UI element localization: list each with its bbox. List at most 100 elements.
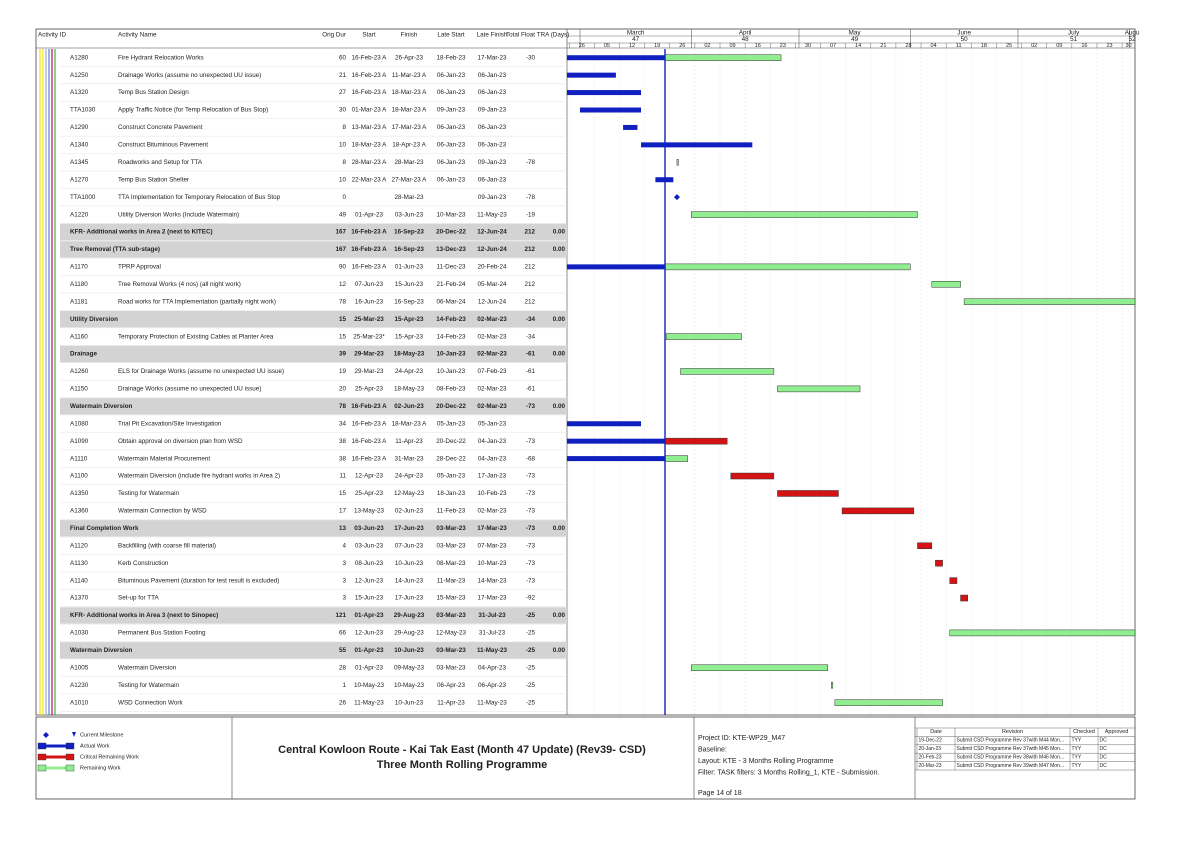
cell-late-start: 06-Jan-23	[437, 142, 466, 149]
cell-late-start: 11-Apr-23	[437, 699, 465, 706]
activity-id: A1120	[70, 542, 88, 549]
cell-dur: 90	[339, 264, 347, 271]
cell-start: 12-Apr-23	[355, 473, 383, 480]
remaining-bar	[664, 263, 911, 271]
critical-bar	[935, 559, 943, 567]
legend-symbol	[46, 766, 66, 770]
cell-late-start: 15-Mar-23	[436, 595, 466, 602]
cell-start: 11-May-23	[354, 699, 384, 706]
cell-late-finish: 02-Mar-23	[477, 316, 507, 323]
activity-id: A1250	[70, 72, 89, 79]
month-label: April	[739, 30, 752, 37]
day-label: 07	[830, 43, 836, 49]
activity-name: Construct Bituminous Pavement	[118, 142, 208, 149]
cell-finish: 02-Jun-23	[395, 508, 424, 515]
cell-dur: 34	[339, 420, 347, 427]
legend-symbol	[37, 742, 47, 750]
cell-float: 212	[524, 246, 535, 253]
cell-dur: 78	[339, 298, 347, 305]
activity-name: Permanent Bus Station Footing	[118, 630, 206, 637]
revision-cell: DC	[1100, 746, 1108, 752]
cell-dur: 167	[335, 229, 346, 236]
cell-late-finish: 09-Jan-23	[478, 159, 507, 166]
activity-id: A1140	[70, 577, 88, 584]
cell-finish: 28-Mar-23	[394, 194, 424, 201]
cell-dur: 8	[342, 124, 346, 131]
week-label: 50	[961, 36, 969, 43]
cell-start: 12-Jun-23	[355, 630, 384, 637]
cell-finish: 14-Jun-23	[395, 577, 424, 584]
cell-finish: 31-Mar-23	[394, 455, 424, 462]
cell-float: -73	[526, 473, 536, 480]
project-info: Layout: KTE - 3 Months Rolling Programme	[698, 758, 833, 765]
activity-name: Trial Pit Excavation/Site Investigation	[118, 420, 222, 427]
column-header: Start	[362, 32, 376, 39]
cell-finish: 27-Mar-23 A	[392, 176, 427, 183]
cell-late-start: 03-Mar-23	[436, 647, 466, 654]
cell-late-start: 18-Jan-23	[437, 490, 466, 497]
cell-late-start: 12-May-23	[436, 630, 467, 637]
critical-bar	[949, 577, 958, 584]
column-header: Activity ID	[38, 32, 66, 39]
cell-late-finish: 04-Jan-23	[478, 438, 507, 445]
actual-bar	[567, 55, 665, 61]
cell-tra: 0.00	[553, 612, 566, 619]
cell-dur: 1	[342, 682, 346, 689]
legend-label: Critical Remaining Work	[80, 754, 139, 760]
cell-finish: 26-Apr-23	[395, 54, 423, 61]
activity-name: Final Completion Work	[70, 525, 139, 532]
cell-start: 07-Jun-23	[355, 281, 384, 288]
revision-cell: DC	[1100, 738, 1108, 744]
cell-start: 16-Feb-23 A	[352, 72, 387, 79]
cell-start: 16-Jun-23	[355, 298, 384, 305]
cell-float: -61	[526, 386, 536, 393]
cell-finish: 02-Jun-23	[394, 403, 424, 410]
revision-cell: TYY	[1072, 763, 1082, 769]
activity-id: A1280	[70, 54, 89, 61]
cell-tra: 0.00	[553, 525, 566, 532]
cell-tra: 0.00	[553, 351, 566, 358]
activity-id: A1270	[70, 176, 89, 183]
cell-float: -73	[526, 542, 536, 549]
remaining-bar	[831, 681, 834, 689]
day-label: 25	[1006, 43, 1012, 49]
activity-id: A1100	[70, 473, 88, 480]
legend-label: Remaining Work	[80, 765, 121, 771]
cell-late-finish: 09-Jan-23	[478, 107, 507, 114]
cell-dur: 12	[339, 281, 347, 288]
day-label: 16	[755, 43, 761, 49]
remaining-bar	[931, 281, 961, 288]
cell-late-start: 20-Dec-22	[436, 229, 466, 236]
month-label: July	[1068, 30, 1080, 37]
actual-bar	[567, 90, 642, 96]
legend-label: Current Milestone	[80, 732, 123, 738]
revision-cell: DC	[1100, 763, 1108, 769]
activity-id: TTA1000	[70, 194, 96, 201]
activity-id: A1090	[70, 438, 89, 445]
cell-start: 18-Mar-23 A	[352, 142, 387, 149]
activity-name: Utility Diversion Works (Include Waterma…	[118, 211, 239, 218]
activity-name: Roadworks and Setup for TTA	[118, 159, 203, 166]
cell-finish: 28-Mar-23	[394, 159, 424, 166]
cell-late-start: 11-Dec-23	[437, 264, 466, 271]
project-info: Project ID: KTE-WP29_M47	[698, 735, 785, 742]
group-band	[60, 223, 567, 241]
cell-dur: 3	[342, 560, 346, 567]
project-info: Baseline:	[698, 746, 727, 753]
cell-tra: 0.00	[553, 647, 566, 654]
cell-start: 16-Feb-23 A	[351, 229, 387, 236]
revision-cell: 20-Mar-23	[919, 763, 942, 769]
cell-late-start: 06-Jan-23	[437, 176, 466, 183]
activity-name: WSD Connection Work	[118, 699, 183, 706]
cell-late-finish: 06-Jan-23	[478, 124, 507, 131]
activity-name: Watermain Diversion	[118, 664, 177, 671]
cell-dur: 15	[339, 333, 347, 340]
activity-name: Testing for Watermain	[118, 682, 180, 689]
cell-finish: 18-May-23	[394, 386, 425, 393]
cell-start: 22-Mar-23 A	[352, 176, 387, 183]
activity-id: A1010	[70, 699, 89, 706]
cell-late-finish: 10-Mar-23	[477, 560, 507, 567]
cell-dur: 60	[339, 54, 347, 61]
cell-late-start: 03-Mar-23	[436, 525, 466, 532]
cell-float: -68	[526, 455, 536, 462]
